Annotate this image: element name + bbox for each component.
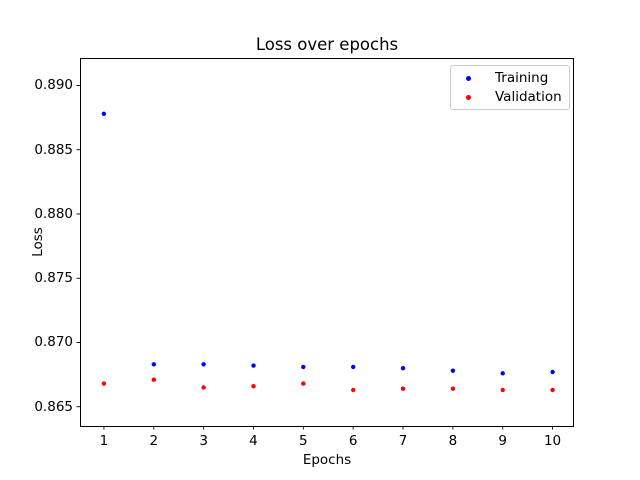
data-point-validation-epoch-6 <box>351 387 356 393</box>
x-tick-label: 5 <box>299 433 308 449</box>
y-tick-label: 0.875 <box>34 270 73 287</box>
data-point-training-epoch-10 <box>550 369 555 375</box>
x-tick-label: 9 <box>498 433 507 449</box>
y-tick-label: 0.890 <box>34 77 73 94</box>
data-point-training-epoch-4 <box>251 363 256 368</box>
legend-label-training: Training <box>495 70 549 86</box>
x-tick-label: 4 <box>249 433 258 449</box>
data-point-validation-epoch-7 <box>400 386 406 391</box>
x-tick-label: 6 <box>348 433 358 449</box>
data-point-validation-epoch-10 <box>550 387 555 393</box>
x-tick-label: 8 <box>448 433 458 449</box>
data-point-training-epoch-2 <box>151 362 156 367</box>
x-tick-label: 7 <box>398 433 408 449</box>
x-axis-label: Epochs <box>302 452 352 468</box>
chart-title: Loss over epochs <box>255 35 399 54</box>
data-point-training-epoch-9 <box>500 371 505 376</box>
data-point-training-epoch-6 <box>351 364 356 370</box>
data-point-training-epoch-7 <box>400 366 406 371</box>
legend-label-validation: Validation <box>495 89 562 105</box>
data-point-training-epoch-1 <box>101 111 107 117</box>
y-tick-label: 0.865 <box>34 398 73 415</box>
validation-marker-icon <box>466 95 471 100</box>
x-tick-label: 3 <box>199 433 208 449</box>
y-tick-label: 0.885 <box>34 141 73 158</box>
data-point-validation-epoch-3 <box>201 385 206 390</box>
data-point-training-epoch-5 <box>301 364 306 370</box>
y-tick-label: 0.870 <box>34 334 73 351</box>
legend: Training Validation <box>450 65 570 110</box>
legend-entry-validation: Validation <box>451 88 569 107</box>
data-point-validation-epoch-4 <box>251 384 256 389</box>
data-point-training-epoch-8 <box>450 368 456 373</box>
x-tick-label: 2 <box>149 433 159 449</box>
data-point-validation-epoch-9 <box>500 387 505 393</box>
x-tick-label: 1 <box>99 433 109 449</box>
plot-area <box>80 58 574 427</box>
data-point-validation-epoch-1 <box>101 381 107 386</box>
data-point-validation-epoch-2 <box>151 377 156 382</box>
legend-entry-training: Training <box>451 69 569 88</box>
data-point-validation-epoch-5 <box>301 381 306 386</box>
y-tick-label: 0.880 <box>34 205 73 222</box>
data-point-validation-epoch-8 <box>450 386 456 391</box>
x-tick-label: 10 <box>543 433 562 449</box>
data-point-training-epoch-3 <box>201 362 206 367</box>
training-marker-icon <box>466 76 471 81</box>
